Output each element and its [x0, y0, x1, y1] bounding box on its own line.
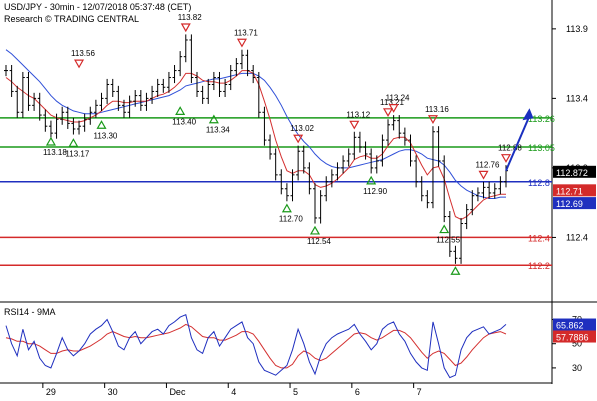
swing-high-label: 113.56: [71, 49, 95, 58]
swing-low-label: 113.30: [94, 131, 118, 140]
rsi-title: RSI14 - 9MA: [4, 307, 56, 317]
swing-low-label: 113.17: [65, 149, 89, 158]
x-tick-label: 30: [108, 387, 118, 397]
swing-low-marker: [450, 266, 461, 275]
swing-high-marker: [73, 59, 85, 69]
target-arrow-head: [522, 108, 534, 121]
ma-slow-line: [5, 49, 506, 199]
swing-high-label: 113.16: [425, 105, 449, 114]
chart-title: USD/JPY - 30min - 12/07/2018 05:37:48 (C…: [4, 2, 192, 12]
swing-high-marker: [500, 154, 512, 163]
swing-low-marker: [208, 114, 219, 124]
rsi-line: [5, 314, 507, 379]
rsi-value-box: 65.862: [556, 321, 584, 331]
rsi-ma-line: [5, 323, 507, 369]
swing-low-marker: [68, 138, 79, 147]
rsi-y-tick-label: 30: [572, 363, 582, 373]
swing-low-marker: [281, 203, 292, 213]
swing-high-marker: [349, 120, 360, 130]
swing-high-marker: [180, 23, 191, 33]
level-label: 112.2: [528, 261, 550, 271]
ma-slow-box-bg: [553, 197, 596, 210]
swing-low-label: 112.54: [307, 237, 331, 246]
last-price-box-bg: [553, 165, 596, 178]
ma-fast-box: 112.71: [556, 186, 583, 196]
level-label: 113.05: [528, 143, 555, 153]
swing-high-marker: [427, 115, 439, 124]
swing-low-marker: [439, 224, 450, 234]
x-tick-label: 7: [417, 387, 422, 397]
rsi-ma-value-box-bg: [553, 330, 596, 343]
ma-fast-box-bg: [553, 184, 596, 197]
swing-low-label: 113.40: [172, 117, 196, 126]
y-tick-label: 112.4: [566, 232, 588, 242]
swing-high-marker: [388, 104, 399, 113]
swing-high-label: 113.21: [380, 98, 404, 107]
swing-low-marker: [366, 175, 377, 185]
swing-low-label: 113.34: [206, 126, 230, 135]
swing-high-label: 113.24: [386, 94, 410, 103]
swing-high-label: 113.71: [234, 28, 258, 37]
x-tick-label: 5: [293, 387, 298, 397]
swing-low-label: 112.90: [363, 187, 387, 196]
y-tick-label: 113.4: [566, 93, 588, 103]
swing-low-label: 112.70: [279, 215, 303, 224]
swing-high-marker: [236, 38, 247, 48]
rsi-value-box-bg: [553, 318, 596, 331]
swing-high-label: 113.82: [178, 13, 202, 22]
ma-slow-box: 112.69: [556, 199, 583, 209]
x-tick-label: 4: [231, 387, 236, 397]
swing-low-label: 112.55: [436, 236, 460, 245]
swing-low-label: 113.18: [43, 148, 67, 157]
swing-high-label: 113.02: [290, 124, 314, 133]
swing-high-marker: [382, 108, 394, 118]
level-label: 113.26: [528, 114, 555, 124]
rsi-ma-value-box: 57.7886: [556, 333, 589, 343]
target-arrow-line: [505, 117, 530, 172]
swing-high-marker: [293, 134, 304, 144]
x-tick-label: 6: [355, 387, 360, 397]
swing-low-marker: [309, 225, 321, 235]
ma-fast-line: [5, 70, 506, 220]
chart-source: Research © TRADING CENTRAL: [4, 14, 139, 24]
y-tick-label: 113.9: [566, 24, 588, 34]
rsi-y-tick-label: 50: [572, 339, 582, 349]
level-label: 112.8: [528, 178, 550, 188]
x-tick-label: Dec: [169, 387, 186, 397]
swing-high-label: 113.12: [346, 110, 370, 119]
swing-high-marker: [478, 170, 489, 180]
swing-high-label: 112.88: [498, 144, 522, 153]
x-tick-label: 29: [46, 387, 56, 397]
last-price-box: 112.872: [556, 168, 588, 178]
swing-low-marker: [175, 106, 186, 115]
swing-low-marker: [96, 120, 107, 129]
level-label: 112.4: [528, 233, 550, 243]
swing-high-label: 112.76: [476, 160, 500, 169]
swing-low-marker: [45, 136, 56, 146]
